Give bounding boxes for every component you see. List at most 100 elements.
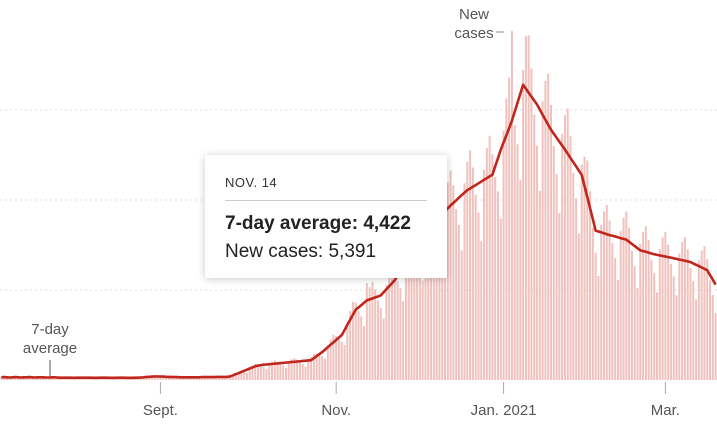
bar — [231, 374, 234, 380]
bar — [293, 358, 296, 380]
bar — [455, 209, 458, 380]
bar — [28, 377, 31, 380]
bar — [499, 218, 502, 380]
bar — [47, 377, 50, 380]
tooltip-value: 4,422 — [363, 213, 411, 234]
bar — [616, 280, 619, 380]
bar — [653, 273, 656, 380]
bar — [633, 266, 636, 380]
bar — [25, 377, 28, 380]
bar — [541, 101, 544, 381]
bar — [332, 334, 335, 380]
bar — [678, 253, 681, 380]
bar — [494, 176, 497, 380]
bar — [223, 377, 226, 380]
bar — [312, 353, 315, 380]
bar — [502, 130, 505, 380]
bar — [151, 376, 154, 380]
bar — [630, 250, 633, 380]
bar — [301, 363, 304, 380]
bar — [245, 372, 248, 380]
series-label: New cases — [454, 6, 493, 42]
bar — [45, 377, 48, 380]
tooltip-value: 5,391 — [328, 241, 377, 262]
bar — [513, 125, 516, 381]
bar — [561, 133, 564, 380]
bar — [424, 226, 427, 380]
bar — [446, 182, 449, 380]
bar — [164, 377, 168, 380]
bar — [145, 377, 148, 380]
bar — [430, 194, 433, 380]
bar — [307, 359, 310, 380]
bar — [218, 376, 221, 380]
bar — [396, 281, 399, 380]
bar — [452, 185, 455, 380]
bar — [340, 341, 343, 380]
bar — [683, 237, 686, 380]
tooltip-date: NOV. 14 — [225, 175, 427, 201]
bar — [449, 170, 452, 380]
bar — [259, 365, 262, 380]
bar — [527, 35, 530, 381]
bar — [204, 377, 207, 380]
series-label: 7-day average — [23, 321, 77, 357]
bar — [589, 191, 592, 380]
bar — [692, 280, 695, 380]
tooltip-label: New cases: — [225, 241, 324, 262]
bar — [304, 366, 307, 380]
bar — [597, 275, 600, 380]
bar — [390, 263, 393, 380]
bar — [67, 378, 70, 380]
bar — [471, 167, 474, 380]
bar — [628, 227, 631, 380]
bar — [672, 276, 675, 380]
bar — [577, 233, 580, 380]
bar — [566, 108, 569, 380]
bar — [421, 280, 424, 380]
bar — [153, 375, 156, 380]
bar — [583, 156, 586, 380]
bar — [162, 376, 165, 380]
bar — [686, 249, 689, 380]
bar — [167, 377, 170, 380]
bar — [669, 263, 672, 380]
bar — [11, 378, 14, 380]
bar — [580, 164, 583, 380]
bar — [466, 161, 469, 380]
bar — [234, 373, 237, 380]
bar — [357, 311, 360, 380]
bar — [547, 73, 550, 380]
bar — [365, 282, 368, 380]
bar — [354, 302, 357, 380]
bar — [533, 114, 536, 381]
bar — [229, 376, 232, 380]
bar — [268, 363, 271, 380]
bar — [435, 227, 438, 380]
bar — [181, 377, 184, 380]
bar — [243, 372, 246, 380]
bar — [432, 206, 435, 380]
bar — [491, 154, 494, 380]
bar — [697, 260, 700, 380]
bar — [477, 212, 480, 380]
bar — [240, 372, 243, 380]
bar — [125, 378, 128, 380]
bar — [709, 280, 712, 380]
bar — [86, 378, 89, 380]
bar — [379, 308, 382, 380]
bar — [614, 258, 617, 380]
bar — [538, 190, 541, 380]
bar — [201, 377, 204, 380]
bar — [603, 211, 606, 380]
bar — [516, 144, 519, 380]
bar — [89, 378, 92, 380]
bar — [209, 376, 212, 380]
bar — [622, 217, 625, 380]
bar — [206, 378, 209, 380]
x-tick-label: Sept. — [143, 402, 178, 419]
x-tick-label: Jan. 2021 — [471, 402, 537, 419]
bar — [703, 246, 706, 380]
bar — [351, 301, 354, 380]
bar — [371, 282, 374, 380]
